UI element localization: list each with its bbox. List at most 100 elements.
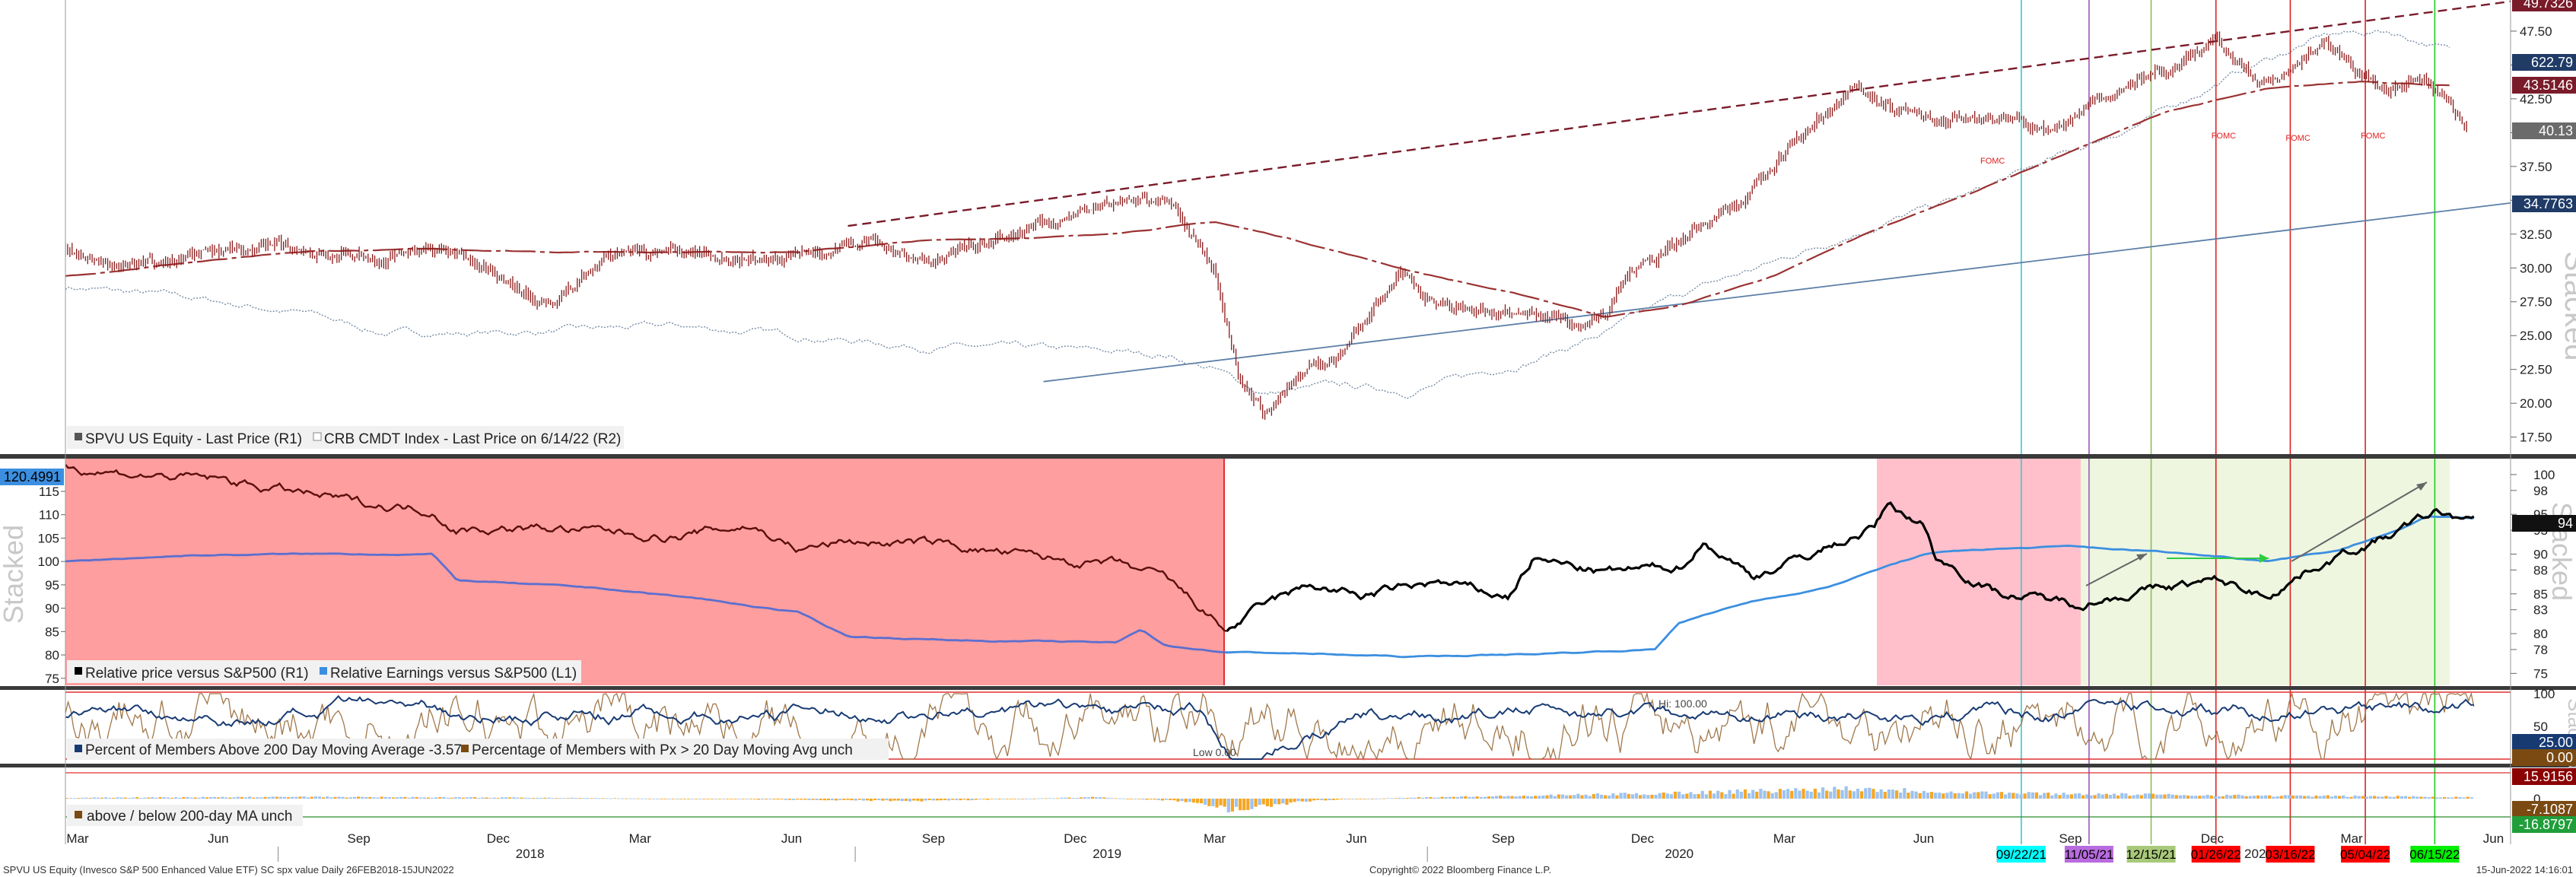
tag-hist-mid: -7.1087 <box>2527 802 2573 817</box>
date-tag-09-22-21[interactable]: 09/22/21 <box>1996 847 2046 862</box>
hist-bar <box>1490 796 1495 799</box>
hist-bar <box>2373 796 2377 799</box>
hist-bar <box>1643 794 1646 799</box>
hist-bar <box>1774 792 1778 799</box>
hist-bar <box>2458 796 2462 799</box>
hist-bar <box>100 797 104 799</box>
relative-left-axis-label: 90 <box>45 602 59 616</box>
hist-bar <box>1308 799 1312 802</box>
date-tag-05-04-22[interactable]: 05/04/22 <box>2340 847 2390 862</box>
hist-bar <box>1160 799 1165 801</box>
hist-bar <box>2159 794 2163 799</box>
hist-bar <box>1630 794 1634 799</box>
hist-bar <box>2303 796 2307 799</box>
hist-bar <box>1569 795 1573 799</box>
hist-bar <box>1957 793 1961 799</box>
hist-bar <box>1258 799 1261 806</box>
hist-bar <box>2031 792 2034 799</box>
relative-left-axis-label: 75 <box>45 672 59 686</box>
hist-bar <box>1184 799 1188 802</box>
legend-price-bg <box>67 426 624 449</box>
hist-bar <box>885 799 889 801</box>
hist-bar <box>217 797 221 799</box>
hist-bar <box>2299 795 2303 799</box>
hist-bar <box>1211 799 1215 806</box>
hist-bar <box>986 799 990 800</box>
date-tag-01-26-22[interactable]: 01/26/22 <box>2191 847 2241 862</box>
hist-bar <box>361 796 364 799</box>
tag-upper-trend-bg <box>2512 0 2576 11</box>
hist-bar <box>1468 796 1471 799</box>
hist-bar <box>1401 798 1405 799</box>
hist-bar <box>535 797 539 799</box>
hist-bar <box>2136 794 2139 799</box>
hist-bar <box>1223 799 1226 807</box>
date-tag-11-05-21[interactable]: 11/05/21 <box>2064 847 2113 862</box>
hist-bar <box>166 797 170 799</box>
hist-bar <box>1724 794 1728 799</box>
date-tag-bg-05-04-22[interactable] <box>2341 846 2390 863</box>
hist-bar <box>240 796 243 799</box>
hist-bar <box>2101 794 2104 799</box>
hist-bar <box>1417 796 1421 799</box>
relative-axis-label: 100 <box>2533 468 2555 482</box>
hist-bar <box>1413 797 1417 799</box>
hist-bar <box>2244 796 2248 799</box>
hist-bar <box>943 799 947 800</box>
hist-bar <box>2361 796 2365 799</box>
hist-bar <box>453 797 457 799</box>
x-axis-month-label: Jun <box>2483 831 2504 846</box>
hist-bar <box>2128 796 2132 799</box>
hist-bar <box>1545 795 1549 799</box>
hist-bar <box>1821 787 1825 799</box>
price-panel[interactable] <box>65 0 2511 453</box>
hist-bar <box>1899 792 1903 799</box>
hist-bar <box>2112 793 2116 799</box>
date-tag-bg-12-15-21[interactable] <box>2126 846 2176 863</box>
hist-bar <box>329 797 333 799</box>
date-tag-bg-01-26-22[interactable] <box>2191 846 2240 863</box>
tag-upper-trend: 49.7326 <box>2524 0 2573 11</box>
hist-bar <box>1782 790 1786 799</box>
hist-bar <box>267 796 271 799</box>
date-tag-bg-06-15-22[interactable] <box>2410 846 2460 863</box>
hist-bar <box>2147 793 2151 799</box>
hist-bar <box>399 796 403 799</box>
hist-bar <box>1938 793 1942 799</box>
relative-left-axis-label: 80 <box>45 648 59 663</box>
hist-bar <box>1433 797 1436 799</box>
date-tag-06-15-22[interactable]: 06/15/22 <box>2409 847 2460 862</box>
hist-bar <box>2252 795 2256 799</box>
hist-bar <box>1910 790 1914 799</box>
date-tag-03-16-22[interactable]: 03/16/22 <box>2265 847 2315 862</box>
hist-bar <box>1156 799 1161 800</box>
hist-bar <box>1778 789 1782 799</box>
hist-bar <box>201 796 205 799</box>
hist-bar <box>411 796 415 799</box>
hist-bar <box>2167 793 2171 799</box>
date-tag-12-15-21[interactable]: 12/15/21 <box>2126 847 2176 862</box>
footer-right: 15-Jun-2022 14:16:01 <box>2476 864 2573 875</box>
hist-bar <box>1230 799 1235 812</box>
hist-bar <box>1650 794 1654 799</box>
green-zone <box>2081 459 2450 685</box>
x-axis-month-label: Sep <box>348 831 370 846</box>
histogram-panel[interactable] <box>65 767 2511 844</box>
hist-bar <box>387 797 392 799</box>
hist-bar <box>1204 799 1207 805</box>
date-tag-bg-03-16-22[interactable] <box>2266 846 2315 863</box>
hist-bar <box>243 797 248 799</box>
hist-bar <box>1980 791 1984 799</box>
legend-swatch-pct200 <box>75 745 82 752</box>
hist-bar <box>791 799 796 800</box>
price-axis-label: 30.00 <box>2520 261 2552 275</box>
hist-bar <box>1934 793 1938 799</box>
rel-price-line-early <box>65 464 1227 633</box>
hist-bar <box>1506 796 1510 799</box>
date-tag-bg-11-05-21[interactable] <box>2064 846 2113 863</box>
hist-bar <box>252 797 256 799</box>
hist-bar <box>601 798 605 799</box>
date-tag-bg-09-22-21[interactable] <box>1996 846 2046 863</box>
hist-bar <box>974 799 978 800</box>
